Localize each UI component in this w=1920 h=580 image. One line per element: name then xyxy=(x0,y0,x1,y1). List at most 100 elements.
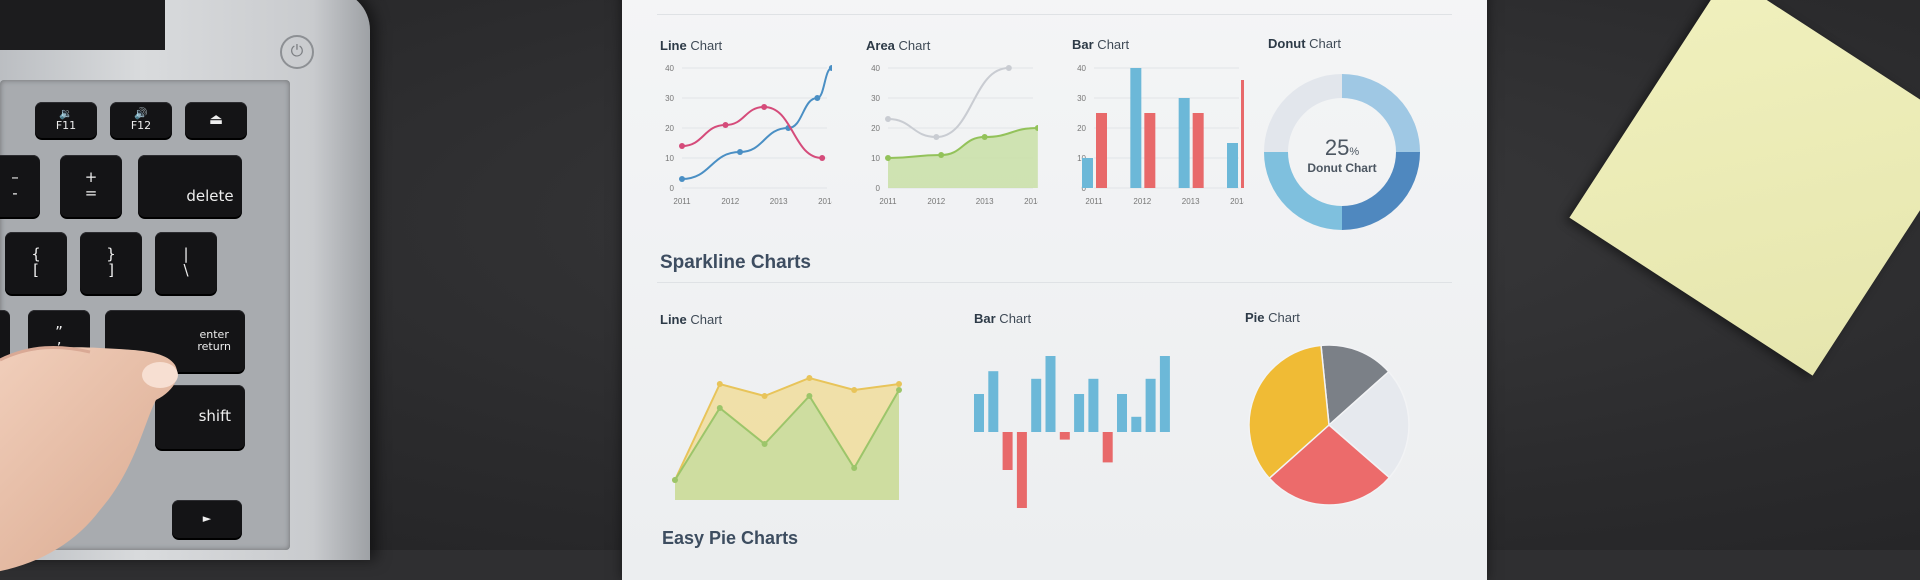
data-point xyxy=(716,405,723,411)
key-f11[interactable]: 🔉 F11 xyxy=(35,102,97,138)
key-backslash[interactable]: | \ xyxy=(155,232,217,294)
y-tick-label: 30 xyxy=(665,94,674,103)
donut-chart xyxy=(1264,74,1420,230)
data-point xyxy=(1034,125,1038,131)
y-tick-label: 20 xyxy=(871,124,880,133)
pie-slice xyxy=(1327,370,1410,479)
data-point xyxy=(806,375,813,381)
report-paper: Line Chart Area Chart Bar Chart Donut Ch… xyxy=(622,0,1487,580)
x-tick-label: 2012 xyxy=(927,197,945,206)
bar xyxy=(1145,378,1156,432)
area-chart-title: Area Chart xyxy=(866,38,931,53)
sparkline-pie-chart xyxy=(1248,344,1410,506)
divider xyxy=(657,282,1452,283)
data-point xyxy=(1005,65,1012,71)
y-tick-label: 0 xyxy=(670,184,675,193)
spark-bar-title: Bar Chart xyxy=(974,311,1032,326)
series-line xyxy=(674,376,900,481)
series-line xyxy=(681,67,832,180)
power-button[interactable]: ⏻ xyxy=(280,35,314,69)
bar xyxy=(1130,68,1142,188)
x-tick-label: 2013 xyxy=(976,197,994,206)
top-line-chart: 0 10 20 30 40 2011 2012 2013 2014 xyxy=(665,64,832,206)
bar xyxy=(1074,394,1085,432)
y-tick-label: 40 xyxy=(1077,64,1086,73)
y-tick-label: 30 xyxy=(871,94,880,103)
data-point xyxy=(806,393,813,399)
bar xyxy=(1192,113,1204,188)
line-chart-title: Line Chart xyxy=(660,38,723,53)
y-tick-label: 10 xyxy=(1077,154,1086,163)
data-point xyxy=(896,387,902,393)
data-point xyxy=(851,465,858,471)
data-point xyxy=(737,149,743,155)
key-f12[interactable]: 🔊 F12 xyxy=(110,102,172,138)
donut-value: 25 xyxy=(1324,135,1350,160)
bar xyxy=(1241,80,1244,188)
x-tick-label: 2011 xyxy=(673,197,691,206)
x-tick-label: 2014 xyxy=(818,197,832,206)
data-point xyxy=(679,143,685,149)
y-tick-label: 20 xyxy=(665,124,674,133)
bar xyxy=(974,394,984,432)
key-right-brace[interactable]: } ] xyxy=(80,232,142,294)
hand xyxy=(0,345,178,572)
bar xyxy=(1102,432,1113,463)
bar xyxy=(1016,432,1027,508)
series-line xyxy=(674,389,900,481)
data-point xyxy=(885,155,891,161)
bar-chart-title: Bar Chart xyxy=(1072,37,1130,52)
key-equals[interactable]: + = xyxy=(60,155,122,217)
series-line xyxy=(681,105,823,159)
y-tick-label: 20 xyxy=(1077,124,1086,133)
data-point xyxy=(896,381,902,387)
sparkline-heading: Sparkline Charts xyxy=(660,252,811,273)
pie-slice xyxy=(1320,344,1390,427)
series-line xyxy=(887,127,1038,159)
x-tick-label: 2012 xyxy=(721,197,739,206)
sparkline-line-chart xyxy=(672,375,902,500)
key-arrow-right[interactable]: ► xyxy=(172,500,242,538)
data-point xyxy=(885,116,891,122)
donut-label: Donut Chart xyxy=(1307,161,1377,175)
bar xyxy=(988,371,999,432)
data-point xyxy=(819,155,826,161)
data-point xyxy=(722,122,729,128)
sparkline-bar-chart xyxy=(974,356,1170,508)
donut-segment xyxy=(1264,74,1343,153)
y-tick-label: 0 xyxy=(876,184,881,193)
data-point xyxy=(716,381,723,387)
data-point xyxy=(761,441,768,447)
x-tick-label: 2011 xyxy=(1085,197,1103,206)
donut-segment xyxy=(1264,151,1343,230)
bar xyxy=(1227,143,1238,188)
y-tick-label: 10 xyxy=(871,154,880,163)
data-point xyxy=(814,95,821,101)
spark-pie-title: Pie Chart xyxy=(1245,310,1300,325)
y-tick-label: 40 xyxy=(665,64,674,73)
bar xyxy=(1002,432,1013,470)
key-delete[interactable]: delete xyxy=(138,155,242,217)
y-tick-label: 40 xyxy=(871,64,880,73)
bar xyxy=(1045,356,1056,432)
x-tick-label: 2014 xyxy=(1024,197,1038,206)
key-left-edge-1[interactable] xyxy=(0,310,10,372)
y-tick-label: 10 xyxy=(665,154,674,163)
key-shift[interactable]: shift xyxy=(155,385,245,449)
x-tick-label: 2011 xyxy=(879,197,897,206)
bar xyxy=(1117,394,1127,432)
key-left-brace[interactable]: { [ xyxy=(5,232,67,294)
easy-pie-heading: Easy Pie Charts xyxy=(662,528,799,548)
key-eject[interactable]: ⏏ xyxy=(185,102,247,138)
spark-line-title: Line Chart xyxy=(660,312,723,327)
bar xyxy=(1144,113,1156,188)
divider xyxy=(657,14,1452,15)
key-minus[interactable]: – - xyxy=(0,155,40,217)
x-tick-label: 2013 xyxy=(1182,197,1200,206)
bar xyxy=(1096,113,1107,188)
top-area-chart: 0 10 20 30 40 2011 2012 2013 2014 xyxy=(871,64,1038,206)
data-point xyxy=(933,134,940,140)
data-point xyxy=(672,477,678,483)
x-tick-label: 2014 xyxy=(1230,197,1244,206)
data-point xyxy=(761,393,768,399)
